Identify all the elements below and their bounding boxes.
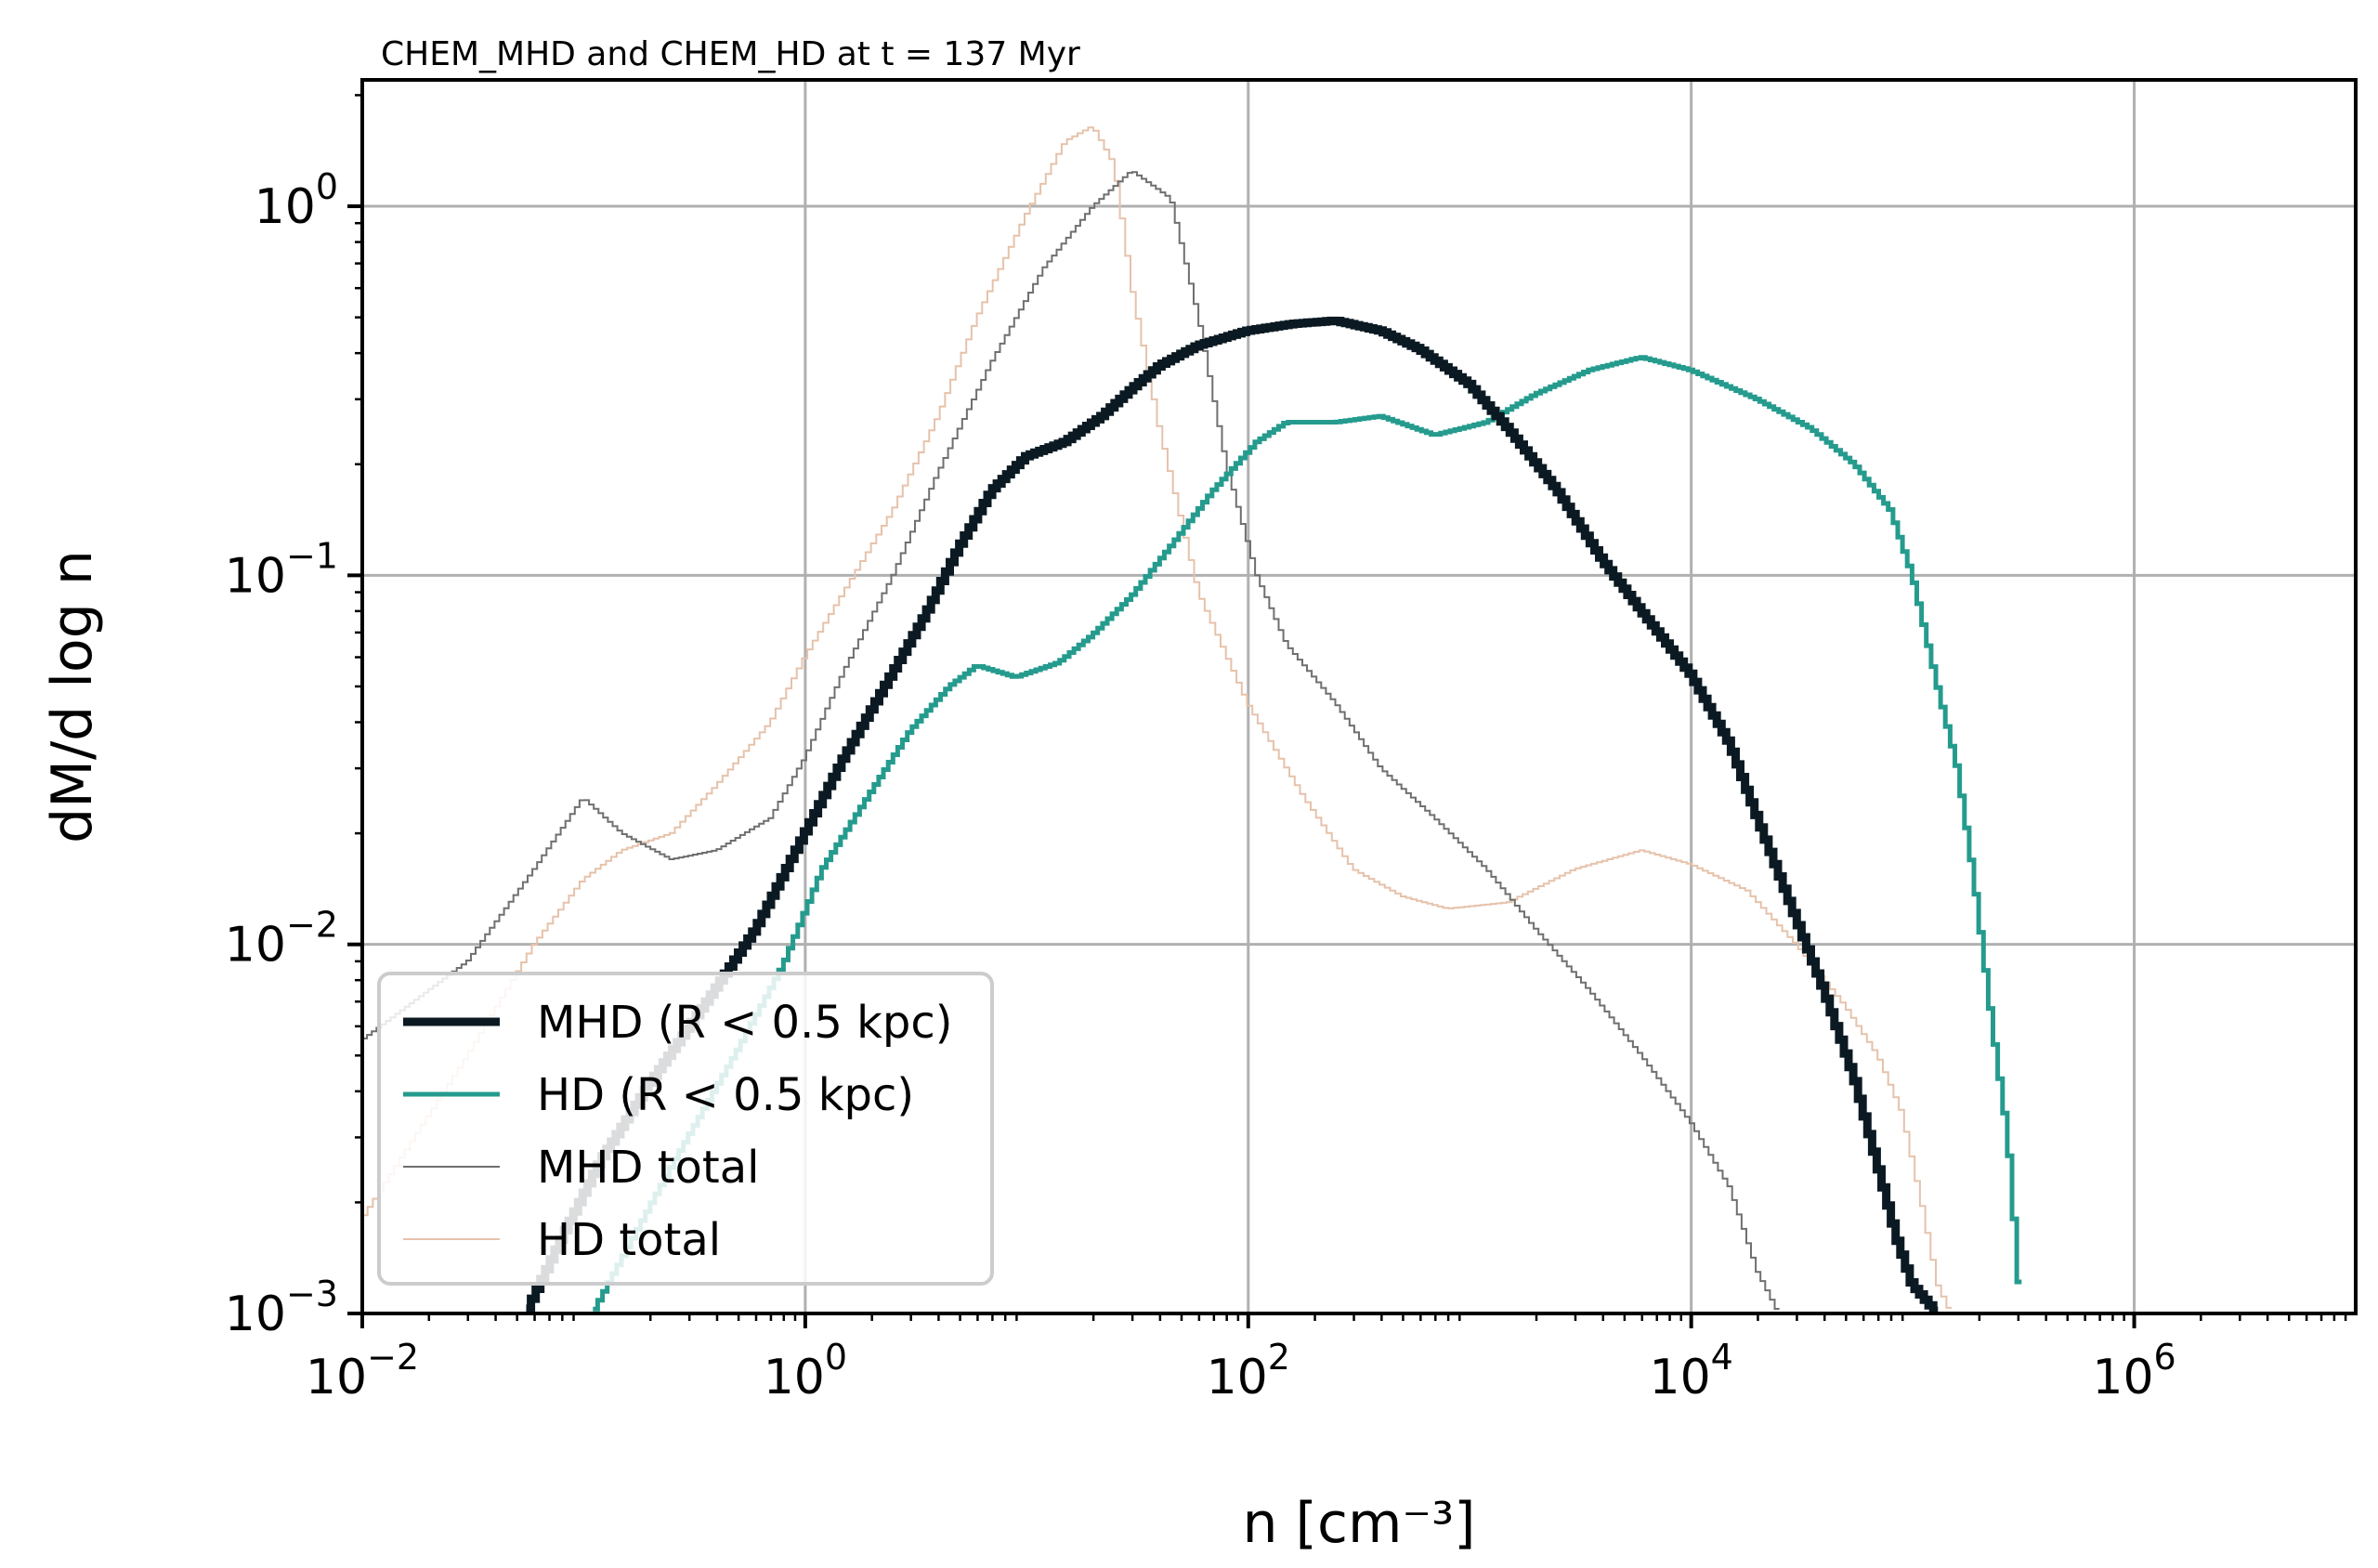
series-line	[593, 355, 2022, 1312]
x-tick-label: 10−2	[306, 1337, 419, 1405]
chart-title: CHEM_MHD and CHEM_HD at t = 137 Myr	[381, 35, 1080, 73]
series-layer	[362, 126, 2022, 1313]
series-line	[362, 126, 1953, 1309]
y-tick-label: 10−1	[225, 535, 338, 604]
x-tick-label: 104	[1649, 1337, 1732, 1405]
x-axis-label: n [cm⁻³]	[1242, 1491, 1475, 1556]
legend-entry: MHD total	[537, 1142, 759, 1194]
x-tick-label: 102	[1207, 1337, 1290, 1405]
legend-entry: MHD (R < 0.5 kpc)	[537, 997, 953, 1049]
y-tick-label: 100	[255, 166, 338, 235]
legend-entry: HD total	[537, 1214, 721, 1266]
y-tick-label: 10−3	[225, 1274, 338, 1342]
legend: MHD (R < 0.5 kpc) HD (R < 0.5 kpc) MHD tot…	[377, 972, 994, 1286]
plot-frame	[360, 78, 2358, 1315]
x-tick-label: 106	[2092, 1337, 2175, 1405]
y-axis-label: dM/d log n	[40, 550, 105, 843]
y-tick-label: 10−2	[225, 905, 338, 973]
series-line	[362, 171, 1780, 1310]
series-line	[526, 316, 1939, 1313]
x-tick-label: 100	[764, 1337, 847, 1405]
legend-box	[377, 972, 994, 1286]
legend-entry: HD (R < 0.5 kpc)	[537, 1069, 914, 1121]
